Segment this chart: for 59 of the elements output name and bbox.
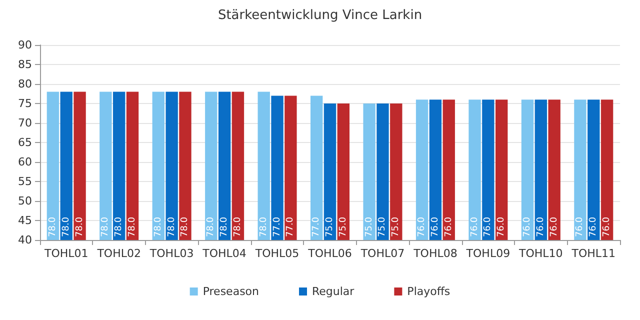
x-tick-label: TOHL07	[360, 247, 405, 260]
data-label: 76.0	[444, 216, 454, 237]
data-label: 78.0	[206, 216, 216, 237]
data-label: 78.0	[48, 216, 58, 237]
data-label: 78.0	[166, 216, 177, 237]
x-tick-label: TOHL05	[254, 247, 300, 260]
data-label: 78.0	[74, 216, 85, 237]
data-label: 76.0	[496, 216, 507, 237]
legend-label: Playoffs	[407, 285, 450, 298]
data-label: 78.0	[114, 216, 124, 237]
data-label: 78.0	[61, 216, 72, 237]
data-label: 76.0	[536, 216, 546, 237]
x-tick-label: TOHL06	[307, 247, 352, 260]
x-tick-label: TOHL01	[43, 247, 88, 260]
y-tick-label: 60	[18, 156, 32, 168]
y-tick-label: 85	[18, 58, 32, 71]
y-tick-label: 50	[18, 194, 32, 208]
y-tick-label: 45	[18, 214, 32, 227]
data-label: 76.0	[522, 216, 532, 237]
y-tick-label: 70	[18, 116, 32, 130]
data-label: 75.0	[364, 216, 374, 237]
data-label: 76.0	[483, 216, 494, 237]
x-tick-label: TOHL10	[518, 247, 563, 260]
data-label: 76.0	[430, 216, 440, 237]
chart-title: Stärkeentwicklung Vince Larkin	[218, 8, 422, 23]
y-tick-label: 55	[18, 175, 32, 188]
data-label: 76.0	[588, 216, 599, 237]
x-tick-label: TOHL09	[465, 247, 510, 260]
data-label: 75.0	[378, 216, 388, 237]
x-tick-label: TOHL02	[96, 247, 141, 260]
data-label: 76.0	[470, 216, 480, 237]
x-tick-label: TOHL11	[570, 247, 616, 260]
data-label: 77.0	[286, 216, 296, 237]
data-label: 78.0	[153, 216, 164, 237]
x-tick-label: TOHL04	[202, 247, 246, 260]
data-label: 75.0	[325, 216, 335, 237]
data-label: 78.0	[258, 216, 269, 237]
data-label: 77.0	[272, 216, 282, 237]
y-tick-label: 75	[18, 97, 32, 110]
data-label: 77.0	[312, 216, 322, 237]
data-label: 76.0	[417, 216, 428, 237]
data-label: 76.0	[549, 216, 560, 237]
y-tick-label: 90	[18, 38, 32, 52]
data-label: 78.0	[128, 216, 138, 237]
y-tick-label: 80	[18, 78, 32, 90]
data-label: 75.0	[338, 216, 348, 237]
y-tick-label: 40	[18, 234, 32, 246]
y-tick-label: 65	[18, 136, 32, 149]
data-label: 78.0	[100, 216, 111, 237]
data-label: 76.0	[575, 216, 586, 237]
x-tick-label: TOHL08	[412, 247, 458, 260]
data-label: 78.0	[180, 216, 190, 237]
data-label: 78.0	[232, 216, 243, 237]
data-label: 75.0	[391, 216, 402, 237]
x-tick-label: TOHL03	[148, 247, 194, 260]
legend-label: Preseason	[202, 285, 260, 298]
legend-label: Regular	[312, 285, 355, 298]
data-label: 78.0	[220, 216, 230, 237]
data-label: 76.0	[602, 216, 612, 237]
